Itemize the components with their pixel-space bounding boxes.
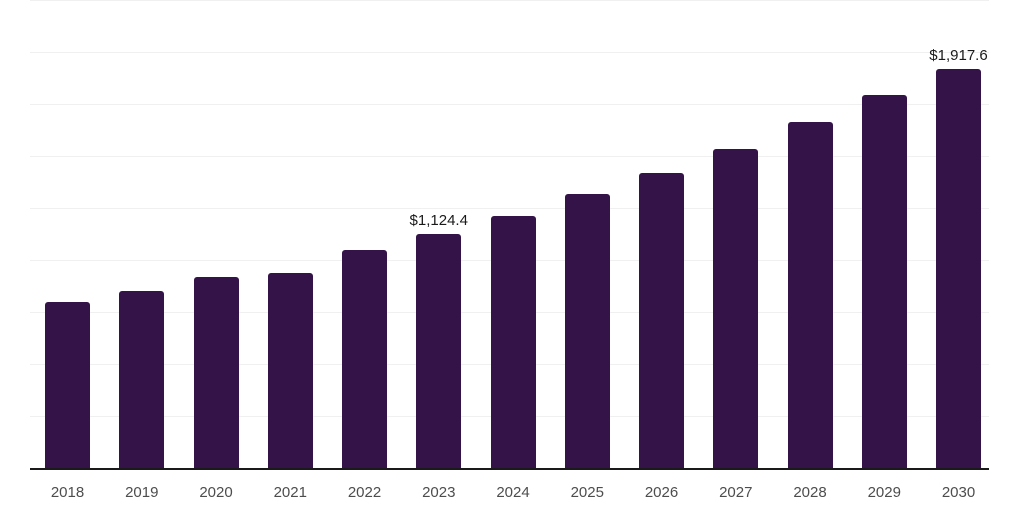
x-tick-label-2022: 2022	[347, 484, 382, 501]
bar-2024	[490, 216, 536, 468]
bar-2029	[861, 95, 907, 468]
bar-2021	[267, 272, 313, 468]
value-label-2030: $1,917.6	[929, 47, 988, 65]
gridline	[30, 156, 989, 157]
x-tick-label-2020: 2020	[199, 484, 233, 501]
x-tick-label-2030: 2030	[941, 484, 976, 501]
x-tick-label-2023: 2023	[422, 484, 456, 501]
bar-2023	[416, 234, 462, 468]
x-tick-label-2021: 2021	[273, 484, 307, 501]
bar-2019	[119, 290, 165, 468]
bar-2018	[45, 301, 90, 468]
x-axis-line	[30, 468, 989, 470]
x-tick-label-2028: 2028	[793, 484, 827, 501]
plot-area: $1,124.4 $1,917.6	[30, 0, 989, 470]
bar-2022	[342, 250, 387, 468]
x-tick-label-2029: 2029	[867, 484, 901, 501]
bar-2027	[713, 148, 759, 468]
gridline	[30, 0, 989, 1]
x-tick-label-2019: 2019	[125, 484, 159, 501]
x-tick-label-2024: 2024	[496, 484, 530, 501]
bar-2028	[787, 122, 833, 468]
x-tick-label-2027: 2027	[719, 484, 753, 501]
gridline	[30, 208, 989, 209]
bar-2020	[193, 276, 239, 468]
x-tick-label-2026: 2026	[644, 484, 679, 501]
x-tick-label-2025: 2025	[570, 484, 604, 501]
gridline	[30, 52, 989, 53]
bar-2026	[639, 173, 684, 468]
gridline	[30, 104, 989, 105]
bar-2025	[564, 194, 610, 468]
bar-2030	[936, 69, 981, 468]
value-label-2023: $1,124.4	[409, 212, 468, 230]
x-tick-label-2018: 2018	[50, 484, 85, 501]
